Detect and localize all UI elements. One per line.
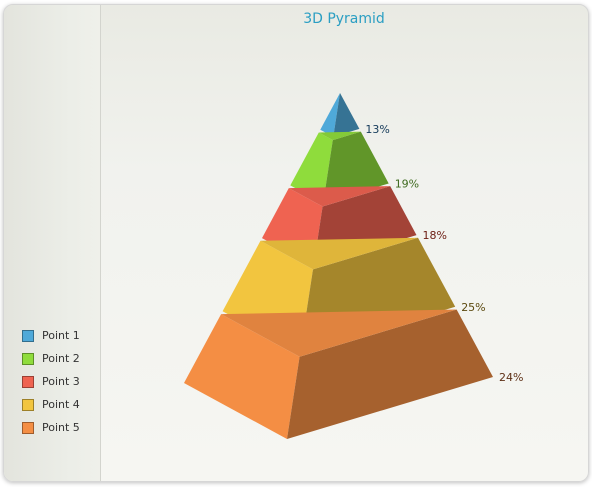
segment-top-cap [221,309,457,357]
segment-top-cap [260,237,418,270]
pyramid-segment[interactable] [184,309,493,440]
legend-label: Point 4 [42,398,80,411]
segment-left-face [290,132,333,204]
legend-label: Point 5 [42,421,80,434]
segment-top-cap [288,186,391,207]
legend-item[interactable]: Point 4 [22,393,80,416]
data-label: 25% [461,301,485,314]
data-label: 13% [365,123,389,136]
data-label: 18% [423,229,447,242]
legend-item[interactable]: Point 1 [22,324,80,347]
legend-swatch [22,352,34,365]
legend-swatch [22,398,34,411]
segment-left-face [184,314,300,439]
data-label: 24% [499,371,523,384]
legend-item[interactable]: Point 5 [22,416,80,439]
segment-right-face [323,131,389,204]
legend-item[interactable]: Point 2 [22,347,80,370]
legend-label: Point 3 [42,375,80,388]
data-label: 19% [395,178,419,191]
legend-item[interactable]: Point 3 [22,370,80,393]
legend-swatch [22,329,34,342]
segment-right-face [333,93,360,137]
legend-swatch [22,375,34,388]
segment-left-face [320,93,340,137]
pyramid-segment[interactable] [290,131,389,204]
legend-panel [4,5,101,481]
legend-swatch [22,421,34,434]
legend-label: Point 2 [42,352,80,365]
legend-label: Point 1 [42,329,80,342]
segment-top-cap [318,131,361,141]
legend: Point 1 Point 2 Point 3 Point 4 Point 5 [22,324,80,439]
chart-title: 3D Pyramid [303,11,385,27]
pyramid-segment[interactable] [320,93,360,137]
segment-right-face [287,309,493,439]
